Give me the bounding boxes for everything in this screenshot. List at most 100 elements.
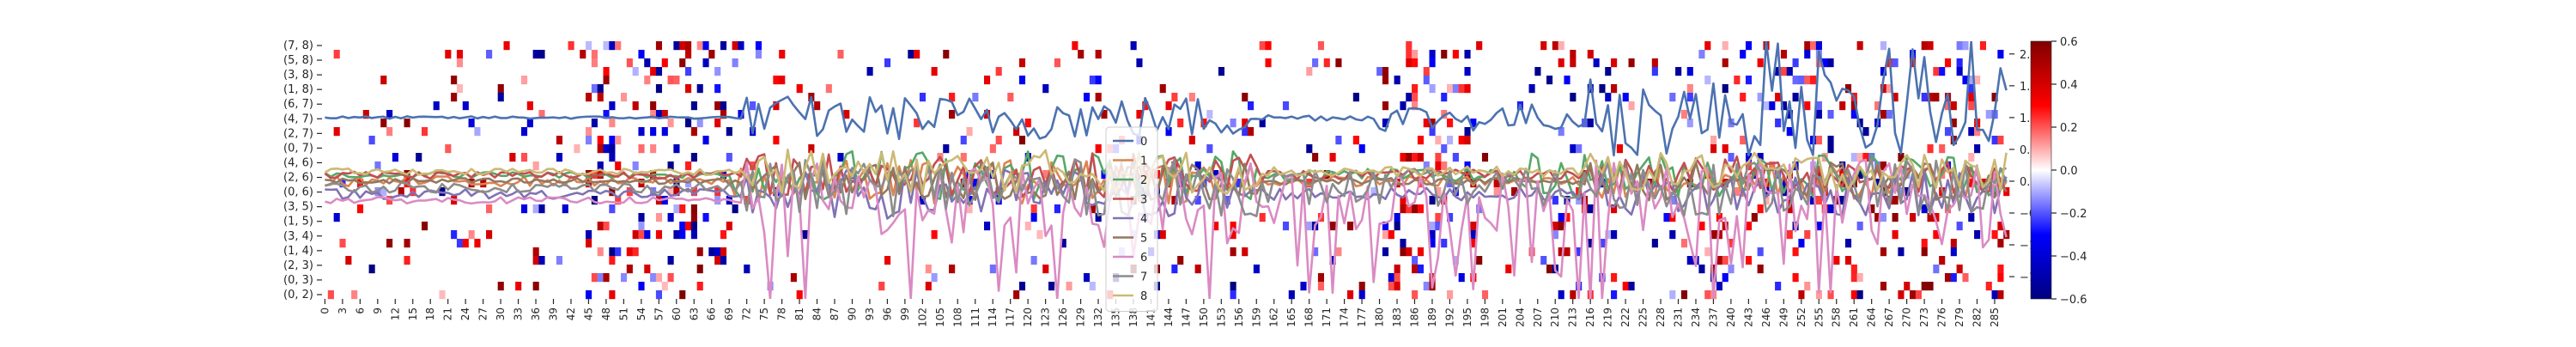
- heatmap-cell: [720, 256, 727, 265]
- heatmap-cell: [1013, 290, 1020, 300]
- heatmap-cell: [1997, 290, 2004, 300]
- heatmap-cell: [714, 256, 721, 265]
- heatmap-cell: [1686, 119, 1693, 128]
- x-tick-label: 150: [1198, 307, 1210, 327]
- heatmap-cell: [1780, 179, 1788, 188]
- heatmap-cell: [1757, 93, 1764, 102]
- heatmap-cell: [538, 110, 545, 119]
- x-tick-label: 12: [389, 307, 401, 320]
- y-tick-label: (3, 4): [283, 230, 313, 243]
- legend-label-7: 7: [1140, 271, 1147, 284]
- heatmap-cell: [1856, 222, 1863, 231]
- heatmap-cell: [1248, 101, 1255, 111]
- heatmap-cell: [1142, 101, 1149, 111]
- heatmap-cell: [1464, 50, 1471, 59]
- heatmap-cell: [1651, 239, 1658, 248]
- heatmap-cell: [755, 41, 762, 51]
- heatmap-cell: [1412, 84, 1419, 94]
- legend-label-5: 5: [1140, 233, 1147, 246]
- heatmap-cell: [1546, 265, 1553, 274]
- heatmap-cell: [1177, 119, 1184, 128]
- heatmap-cell: [1757, 204, 1764, 214]
- x-tick-label: 225: [1637, 307, 1649, 327]
- heatmap-cell: [966, 196, 973, 205]
- heatmap-cell: [1968, 213, 1975, 222]
- colorbar-gradient: [2031, 41, 2051, 299]
- heatmap-cell: [609, 247, 616, 257]
- heatmap-cell: [1382, 76, 1389, 85]
- heatmap-cell: [702, 136, 709, 145]
- heatmap-cell: [1470, 119, 1477, 128]
- heatmap-cell: [597, 144, 604, 154]
- heatmap-cell: [1352, 93, 1359, 102]
- heatmap-cell: [1880, 161, 1887, 171]
- heatmap-cell: [1979, 41, 1987, 51]
- heatmap-cell: [562, 204, 568, 214]
- heatmap-cell: [1388, 282, 1394, 291]
- heatmap-cell: [1792, 273, 1799, 283]
- heatmap-cell: [696, 247, 703, 257]
- heatmap-cell: [714, 84, 721, 94]
- line-series: [324, 41, 2008, 299]
- heatmap-cell: [914, 50, 920, 59]
- heatmap-cell: [556, 153, 563, 162]
- heatmap-cell: [1412, 58, 1419, 68]
- heatmap-cell: [1991, 136, 1998, 145]
- heatmap-cell: [1212, 170, 1219, 180]
- x-tick-label: 261: [1848, 307, 1860, 327]
- heatmap-cell: [696, 84, 703, 94]
- heatmap-cell: [451, 93, 458, 102]
- heatmap-cell: [919, 93, 927, 102]
- heatmap-cell: [1904, 187, 1911, 197]
- heatmap-cell: [586, 41, 592, 51]
- heatmap-cell: [1024, 119, 1031, 128]
- heatmap-cell: [1862, 127, 1869, 137]
- heatmap-cell: [1780, 67, 1788, 76]
- heatmap-cell: [626, 265, 633, 274]
- heatmap-cell: [1910, 58, 1917, 68]
- heatmap-cell: [1435, 161, 1442, 171]
- heatmap-cell: [1552, 196, 1558, 205]
- heatmap-cell: [1464, 136, 1471, 145]
- heatmap-cell: [1927, 282, 1934, 291]
- x-tick-label: 243: [1742, 307, 1754, 327]
- legend-label-4: 4: [1140, 213, 1147, 226]
- colorbar-tick-label: 0.6: [2060, 36, 2078, 49]
- heatmap-cell: [462, 239, 469, 248]
- x-tick-label: 66: [706, 307, 718, 320]
- heatmap-cell: [1400, 204, 1406, 214]
- heatmap-cell: [1470, 230, 1477, 240]
- heatmap-cell: [626, 247, 633, 257]
- heatmap-cell: [1394, 273, 1400, 283]
- heatmap-cell: [1821, 58, 1828, 68]
- heatmap-cell: [486, 230, 493, 240]
- heatmap-cell: [1558, 127, 1564, 137]
- x-tick-label: 234: [1690, 307, 1702, 327]
- heatmap-cell: [1452, 256, 1459, 265]
- heatmap-cell: [1950, 239, 1957, 248]
- heatmap-cell: [1868, 204, 1875, 214]
- heatmap-cell: [655, 41, 663, 51]
- heatmap-cell: [1165, 127, 1172, 137]
- heatmap-cell: [1686, 84, 1693, 94]
- heatmap-cell: [1950, 273, 1957, 283]
- heatmap-cell: [620, 273, 628, 283]
- heatmap-cell: [943, 144, 950, 154]
- x-tick-label: 228: [1655, 307, 1667, 327]
- heatmap-cell: [1447, 136, 1454, 145]
- heatmap-cell: [398, 187, 404, 197]
- heatmap-cell: [1810, 76, 1817, 85]
- heatmap-cell: [1481, 153, 1489, 162]
- heatmap-cell: [1804, 230, 1811, 240]
- x-tick-label: 240: [1725, 307, 1737, 327]
- x-tick-label: 186: [1408, 307, 1420, 327]
- heatmap-cell: [1259, 41, 1266, 51]
- heatmap-cell: [1997, 239, 2004, 248]
- heatmap-cell: [1933, 67, 1940, 76]
- legend-label-3: 3: [1140, 194, 1147, 207]
- heatmap-cell: [520, 127, 528, 137]
- heatmap-cell: [1827, 204, 1834, 214]
- heatmap-cell: [667, 119, 674, 128]
- heatmap-cell: [1552, 41, 1558, 51]
